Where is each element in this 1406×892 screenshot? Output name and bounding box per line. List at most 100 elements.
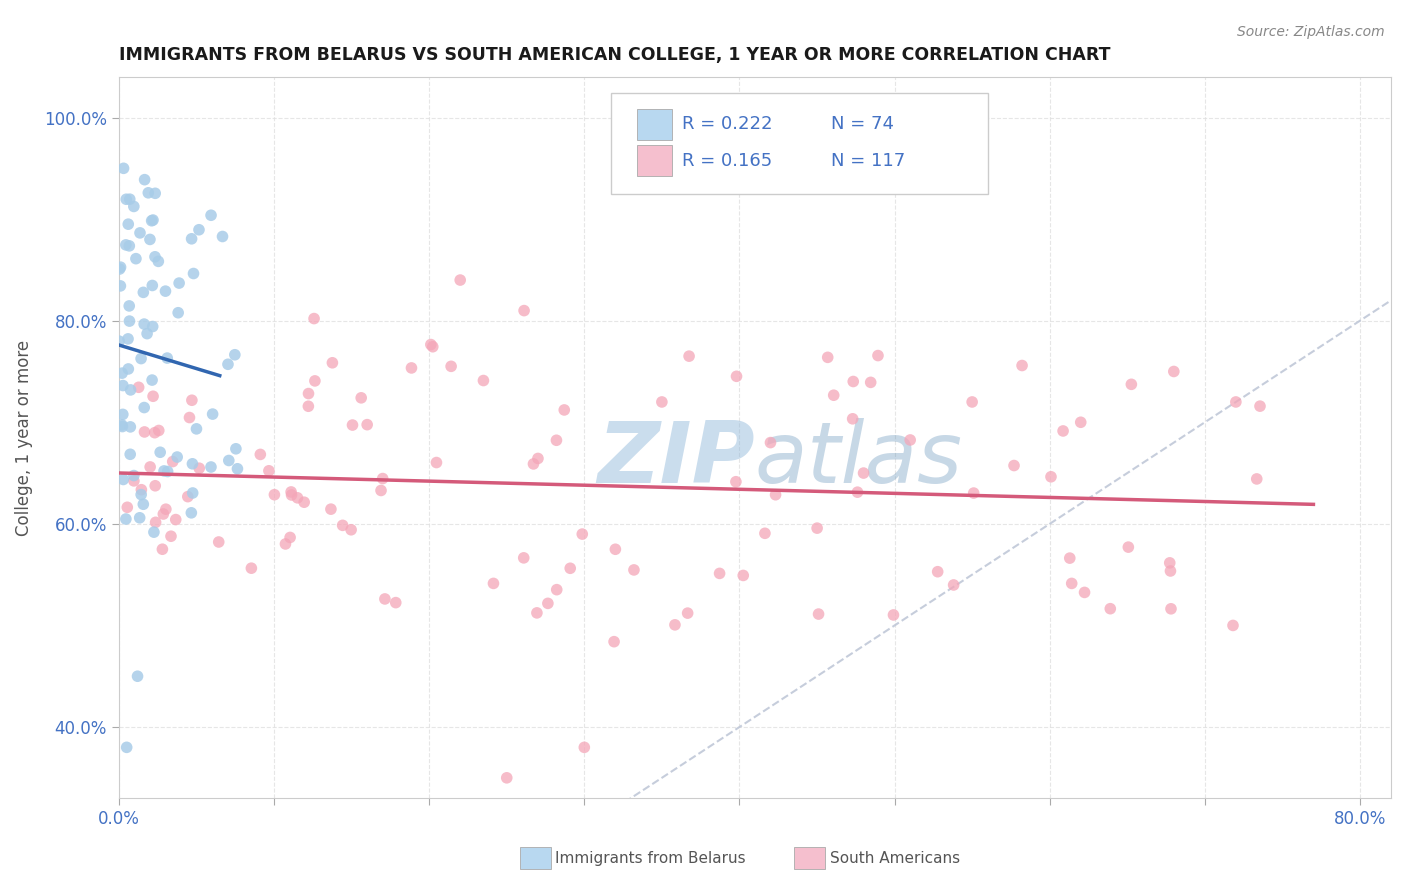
Point <box>141 213 163 227</box>
Point <box>370 483 392 498</box>
Point <box>709 566 731 581</box>
Point <box>117 500 139 515</box>
Point <box>342 418 364 433</box>
Point <box>963 486 986 500</box>
Point <box>111 419 134 434</box>
Point <box>1118 540 1140 554</box>
Point <box>1222 618 1244 632</box>
Point <box>208 535 231 549</box>
Point <box>115 740 138 755</box>
Point <box>1159 556 1181 570</box>
Point <box>1011 359 1033 373</box>
Point <box>817 351 839 365</box>
Text: Immigrants from Belarus: Immigrants from Belarus <box>555 851 747 865</box>
Point <box>118 192 141 206</box>
Point <box>664 617 686 632</box>
Point <box>128 510 150 524</box>
Bar <box>637 110 672 140</box>
Point <box>120 420 142 434</box>
Point <box>356 417 378 432</box>
Point <box>111 378 134 392</box>
Point <box>1160 602 1182 616</box>
Point <box>183 267 205 281</box>
Point <box>129 226 152 240</box>
Point <box>287 491 309 505</box>
Point <box>422 340 444 354</box>
Point <box>115 192 138 206</box>
Point <box>181 486 204 500</box>
Point <box>866 349 889 363</box>
Point <box>846 485 869 500</box>
Point <box>141 278 163 293</box>
Point <box>898 433 921 447</box>
Point <box>188 461 211 475</box>
Point <box>449 273 471 287</box>
Point <box>725 369 748 384</box>
Point <box>440 359 463 374</box>
Point <box>1225 395 1247 409</box>
Point <box>571 527 593 541</box>
Point <box>257 464 280 478</box>
Point <box>181 457 204 471</box>
Point <box>263 488 285 502</box>
Point <box>419 337 441 351</box>
Point <box>224 348 246 362</box>
Point <box>374 591 396 606</box>
Point <box>218 453 240 467</box>
Point <box>179 410 201 425</box>
Point <box>201 407 224 421</box>
Point <box>1059 551 1081 566</box>
Point <box>1002 458 1025 473</box>
Point <box>806 521 828 535</box>
Point <box>512 550 534 565</box>
Point <box>112 161 135 176</box>
Point <box>122 468 145 483</box>
Point <box>321 356 343 370</box>
Point <box>280 488 302 502</box>
Point <box>128 380 150 394</box>
Point <box>139 232 162 246</box>
Point <box>142 525 165 540</box>
Point <box>733 568 755 582</box>
Point <box>1163 364 1185 378</box>
Point <box>292 495 315 509</box>
Point <box>1073 585 1095 599</box>
Point <box>842 375 865 389</box>
Point <box>139 459 162 474</box>
Text: ZIP: ZIP <box>598 417 755 500</box>
Point <box>1121 377 1143 392</box>
Point <box>117 362 139 376</box>
Point <box>152 542 174 557</box>
Point <box>340 523 363 537</box>
Point <box>200 460 222 475</box>
Point <box>148 254 170 268</box>
Point <box>651 395 673 409</box>
Point <box>278 531 301 545</box>
Point <box>160 529 183 543</box>
Point <box>177 490 200 504</box>
Point <box>249 447 271 461</box>
Point <box>1052 424 1074 438</box>
Text: South Americans: South Americans <box>830 851 960 865</box>
Point <box>142 389 165 403</box>
Point <box>148 424 170 438</box>
Point <box>513 303 536 318</box>
Point <box>156 351 179 365</box>
Point <box>155 502 177 516</box>
Point <box>226 462 249 476</box>
Point <box>180 232 202 246</box>
Point <box>131 483 153 497</box>
Text: R = 0.222: R = 0.222 <box>682 115 773 134</box>
Point <box>1246 472 1268 486</box>
Point <box>166 450 188 464</box>
Point <box>142 213 165 227</box>
Point <box>319 502 342 516</box>
Point <box>142 319 165 334</box>
Point <box>605 542 627 557</box>
Point <box>115 512 138 526</box>
Point <box>754 526 776 541</box>
Point <box>302 311 325 326</box>
Point <box>111 408 134 422</box>
Point <box>155 284 177 298</box>
Point <box>537 596 560 610</box>
